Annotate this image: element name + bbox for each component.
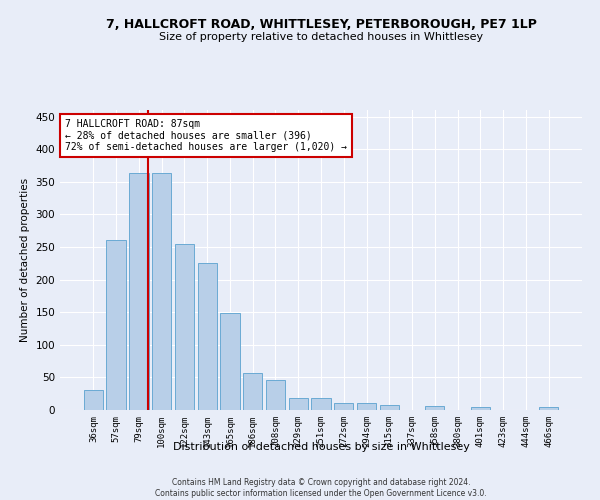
- Bar: [425, 406, 445, 410]
- Bar: [357, 404, 376, 410]
- Bar: [334, 404, 353, 410]
- Bar: [539, 408, 558, 410]
- Bar: [380, 406, 399, 410]
- Text: Distribution of detached houses by size in Whittlesey: Distribution of detached houses by size …: [173, 442, 469, 452]
- Bar: [311, 398, 331, 410]
- Bar: [289, 398, 308, 410]
- Text: 7, HALLCROFT ROAD, WHITTLESEY, PETERBOROUGH, PE7 1LP: 7, HALLCROFT ROAD, WHITTLESEY, PETERBORO…: [106, 18, 536, 30]
- Bar: [106, 240, 126, 410]
- Bar: [243, 373, 262, 410]
- Bar: [470, 408, 490, 410]
- Bar: [129, 174, 149, 410]
- Bar: [84, 390, 103, 410]
- Text: 7 HALLCROFT ROAD: 87sqm
← 28% of detached houses are smaller (396)
72% of semi-d: 7 HALLCROFT ROAD: 87sqm ← 28% of detache…: [65, 119, 347, 152]
- Bar: [266, 380, 285, 410]
- Bar: [197, 264, 217, 410]
- Bar: [175, 244, 194, 410]
- Bar: [220, 314, 239, 410]
- Y-axis label: Number of detached properties: Number of detached properties: [20, 178, 30, 342]
- Text: Contains HM Land Registry data © Crown copyright and database right 2024.
Contai: Contains HM Land Registry data © Crown c…: [155, 478, 487, 498]
- Bar: [152, 174, 172, 410]
- Text: Size of property relative to detached houses in Whittlesey: Size of property relative to detached ho…: [159, 32, 483, 42]
